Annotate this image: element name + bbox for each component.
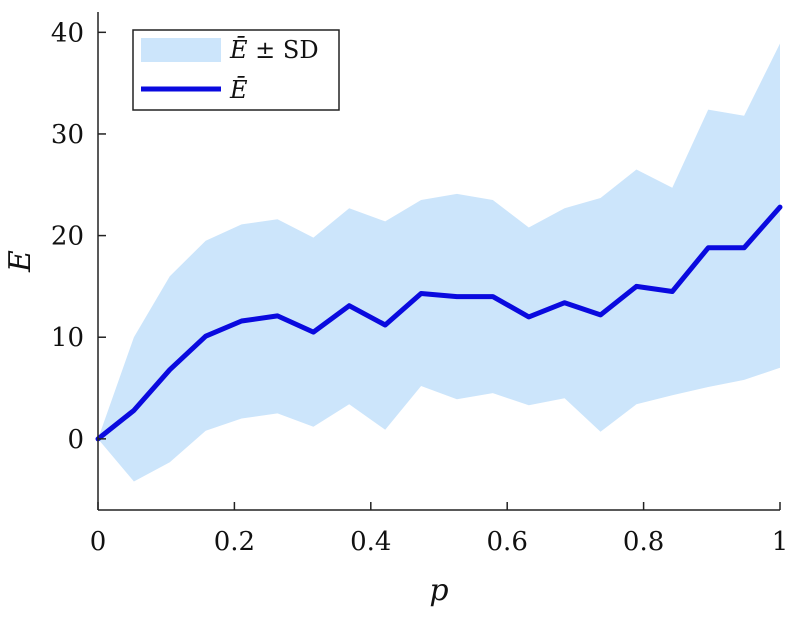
legend-band-swatch [141,38,221,62]
x-tick-label: 0.8 [623,527,664,557]
y-tick-label: 40 [51,18,84,48]
y-tick-label: 20 [51,222,84,252]
y-ticks: 0 10 20 30 40 [51,18,106,455]
x-tick-label: 0.4 [350,527,391,557]
legend-band-label: Ē ± SD [229,36,319,64]
plot-area [95,43,783,482]
legend-line-label: Ē [229,76,248,104]
axes [97,12,780,511]
x-tick-label: 0.6 [487,527,528,557]
y-tick-label: 10 [51,323,84,353]
sd-band [98,43,780,482]
y-tick-label: 0 [67,425,84,455]
x-ticks: 0 0.2 0.4 0.6 0.8 1 [90,502,789,557]
x-axis-title: p [429,573,448,608]
y-tick-label: 30 [51,120,84,150]
y-axis-title: E [3,250,38,273]
legend-band-symbol: Ē [229,36,248,64]
legend-band-suffix: ± SD [248,36,319,64]
mean-line [95,204,783,442]
x-tick-label: 1 [772,527,789,557]
legend: Ē ± SD Ē [132,29,340,111]
x-tick-label: 0.2 [214,527,255,557]
x-tick-label: 0 [90,527,107,557]
